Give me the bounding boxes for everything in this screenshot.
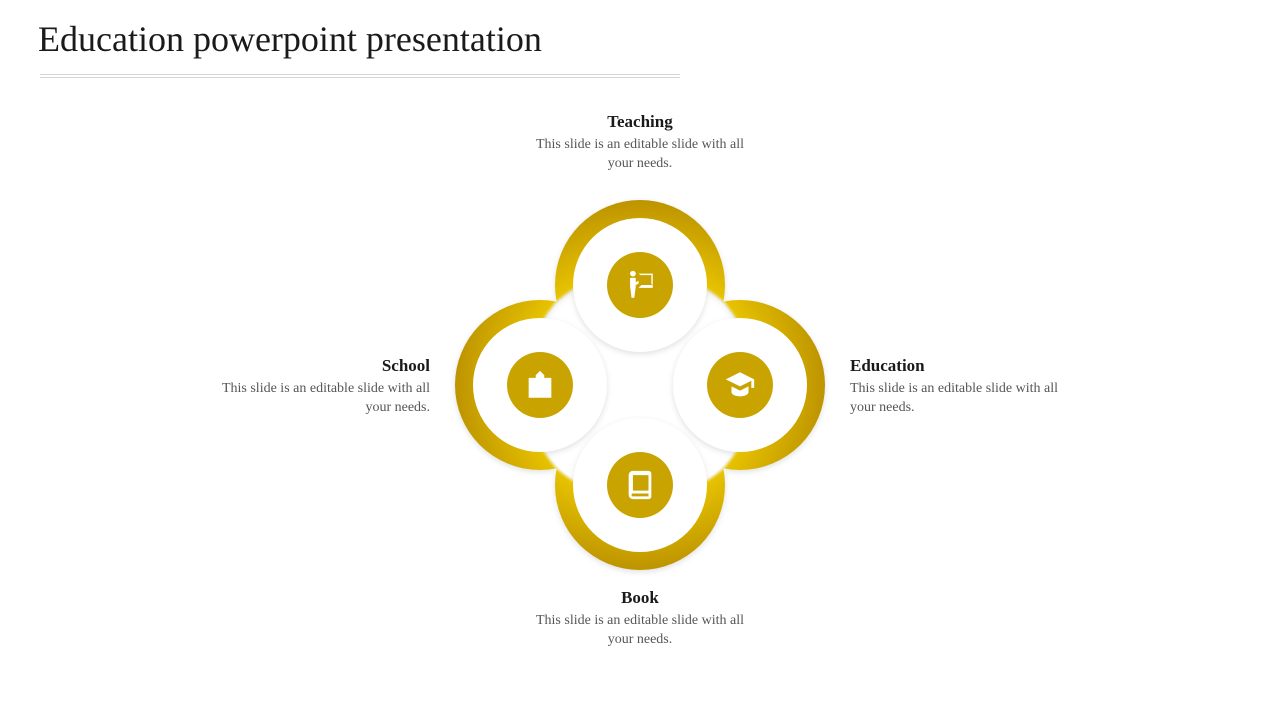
label-title: Teaching [525, 112, 755, 132]
education-icon [707, 352, 773, 418]
label-title: Education [850, 356, 1080, 376]
teaching-icon [607, 252, 673, 318]
label-top: Teaching This slide is an editable slide… [525, 112, 755, 174]
label-body: This slide is an editable slide with all… [200, 380, 430, 418]
label-right: Education This slide is an editable slid… [850, 356, 1080, 418]
label-title: Book [525, 588, 755, 608]
label-body: This slide is an editable slide with all… [850, 380, 1080, 418]
school-icon [507, 352, 573, 418]
label-body: This slide is an editable slide with all… [525, 136, 755, 174]
four-circle-diagram: Teaching This slide is an editable slide… [0, 0, 1280, 720]
slide: Education powerpoint presentation [0, 0, 1280, 720]
label-body: This slide is an editable slide with all… [525, 612, 755, 650]
label-title: School [200, 356, 430, 376]
label-left: School This slide is an editable slide w… [200, 356, 430, 418]
label-bottom: Book This slide is an editable slide wit… [525, 588, 755, 650]
petal-bottom [555, 400, 725, 570]
book-icon [607, 452, 673, 518]
